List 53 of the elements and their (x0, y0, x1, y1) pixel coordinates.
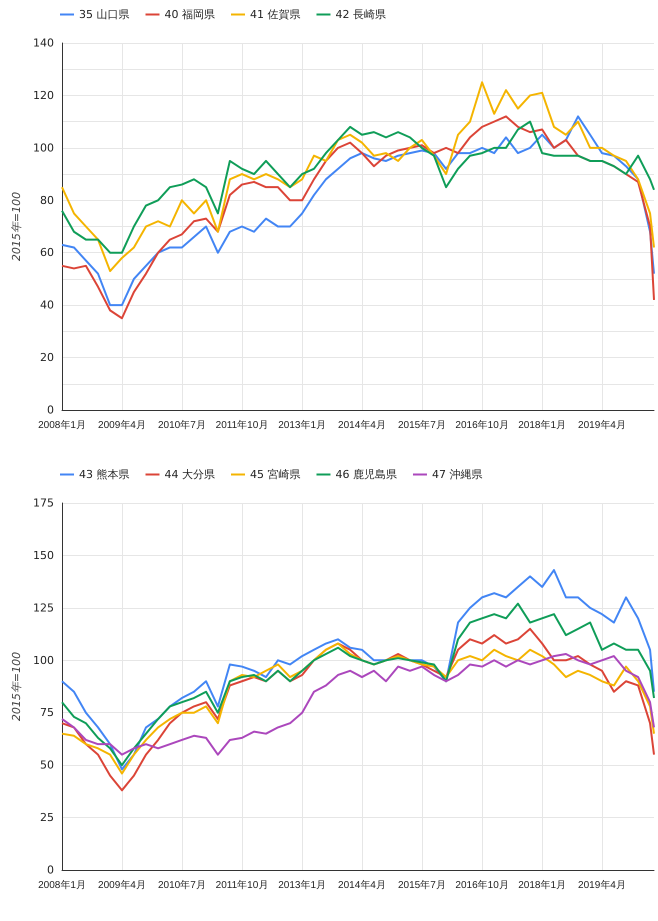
line-series (61, 569, 655, 770)
y-tick-label: 100 (33, 654, 54, 667)
y-tick-label: 60 (40, 246, 54, 260)
x-tick-label: 2014年4月 (338, 879, 386, 891)
x-tick-label: 2016年10月 (455, 879, 509, 891)
x-tick-label: 2009年4月 (98, 419, 146, 431)
y-tick-label: 20 (40, 351, 54, 364)
y-tick-label: 150 (33, 548, 54, 562)
legend-label: 44 大分県 (164, 468, 215, 481)
line-series (61, 652, 655, 756)
y-tick-label: 125 (33, 601, 54, 614)
line-series (61, 642, 655, 775)
legend-label: 45 宮崎県 (250, 468, 300, 481)
y-tick-label: 140 (33, 36, 54, 50)
x-tick-label: 2015年7月 (398, 879, 446, 891)
line-series (61, 81, 655, 272)
x-tick-label: 2013年1月 (278, 419, 326, 431)
y-axis-title: 2015年=100 (10, 192, 24, 262)
y-tick-label: 0 (47, 864, 54, 876)
y-tick-label: 75 (40, 706, 54, 720)
x-tick-label: 2011年10月 (216, 419, 268, 431)
legend-label: 41 佐賀県 (250, 8, 300, 21)
x-tick-label: 2015年7月 (398, 419, 446, 431)
line-series (61, 120, 655, 254)
x-tick-label: 2016年10月 (455, 419, 509, 431)
legend-label: 35 山口県 (79, 8, 130, 21)
legend-label: 43 熊本県 (79, 468, 130, 481)
x-tick-label: 2018年1月 (518, 419, 566, 431)
line-series (61, 602, 655, 766)
x-tick-label: 2019年4月 (578, 879, 626, 891)
y-tick-label: 175 (33, 496, 54, 510)
x-tick-label: 2008年1月 (38, 879, 86, 891)
legend-label: 46 鹿児島県 (335, 468, 397, 481)
y-tick-label: 120 (33, 88, 54, 102)
legend-label: 40 福岡県 (164, 8, 215, 21)
x-tick-label: 2010年7月 (158, 419, 206, 431)
x-tick-label: 2018年1月 (518, 879, 566, 891)
y-tick-label: 100 (33, 141, 54, 154)
x-tick-label: 2008年1月 (38, 419, 86, 431)
y-axis-title: 2015年=100 (10, 652, 24, 722)
x-tick-label: 2011年10月 (216, 879, 268, 891)
y-tick-label: 80 (40, 194, 54, 207)
x-tick-label: 2014年4月 (338, 419, 386, 431)
y-tick-label: 0 (47, 404, 54, 416)
x-tick-label: 2013年1月 (278, 879, 326, 891)
y-tick-label: 40 (40, 298, 54, 312)
y-tick-label: 25 (40, 811, 54, 824)
legend-label: 42 長崎県 (335, 8, 386, 21)
legend-label: 47 沖縄県 (432, 468, 482, 481)
x-tick-label: 2010年7月 (158, 879, 206, 891)
x-tick-label: 2009年4月 (98, 879, 146, 891)
x-tick-label: 2019年4月 (578, 419, 626, 431)
y-tick-label: 50 (40, 758, 54, 772)
